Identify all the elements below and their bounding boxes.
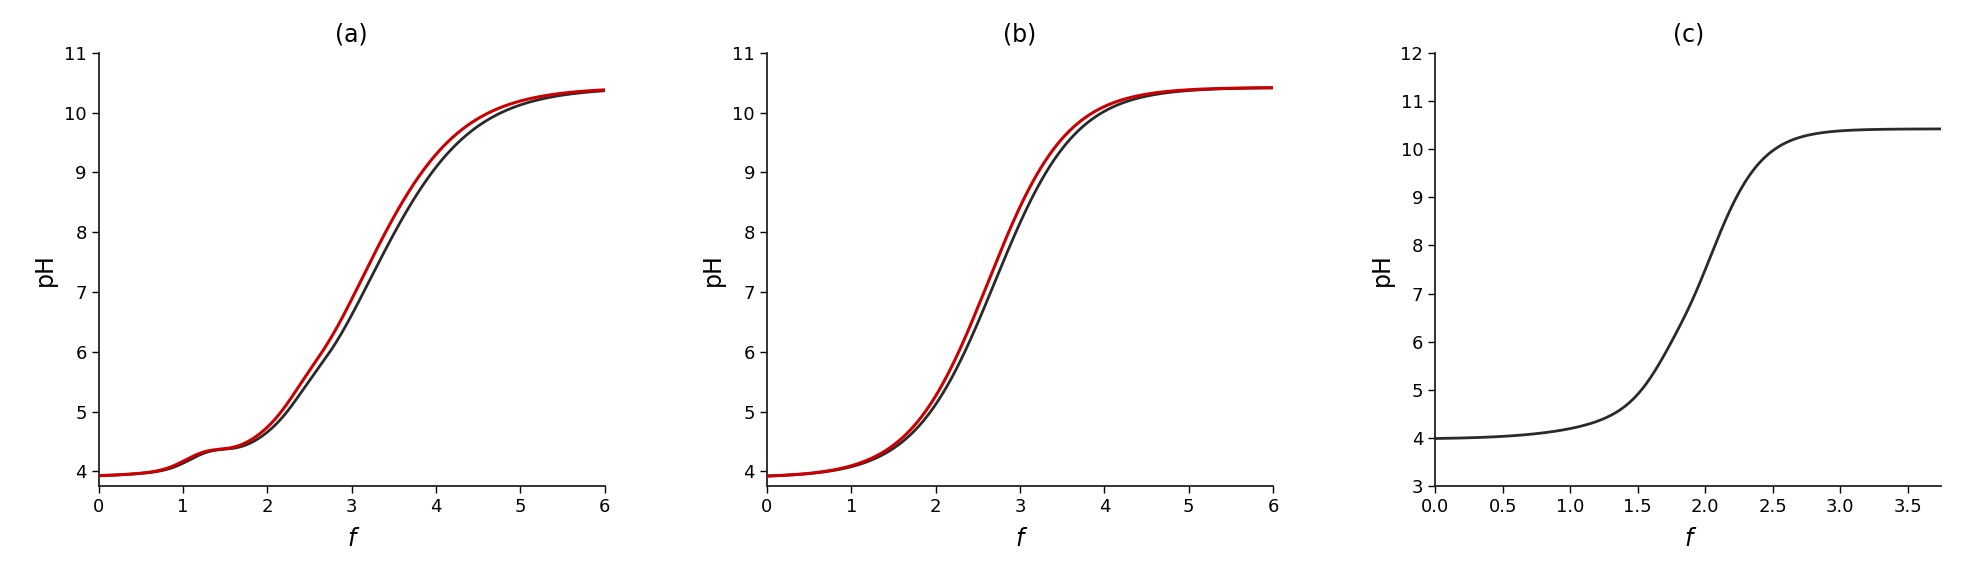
Title: (c): (c) [1673,23,1703,47]
Y-axis label: pH: pH [34,253,57,286]
Y-axis label: pH: pH [702,253,725,286]
Title: (a): (a) [335,23,369,47]
X-axis label: f: f [1683,527,1693,551]
X-axis label: f: f [347,527,357,551]
Y-axis label: pH: pH [1370,253,1393,286]
X-axis label: f: f [1015,527,1025,551]
Title: (b): (b) [1003,23,1037,47]
